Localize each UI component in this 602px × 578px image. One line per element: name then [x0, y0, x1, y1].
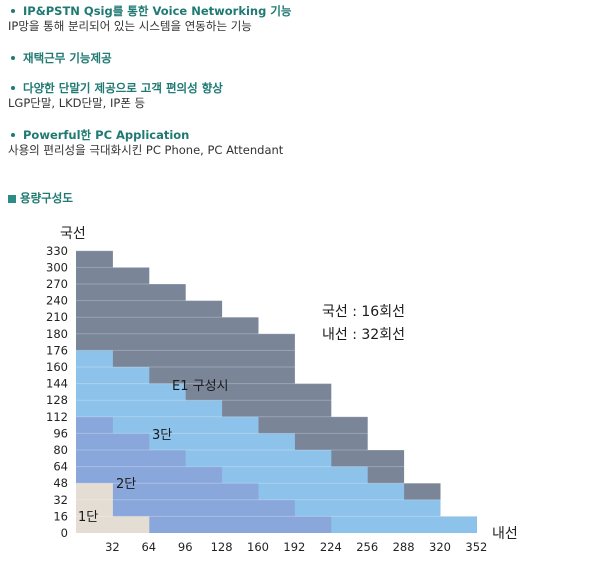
- feature-title: Powerful한 PC Application: [23, 128, 190, 142]
- bullet-icon: [11, 132, 15, 137]
- feature-item-3: 다양한 단말기 제공으로 고객 편의성 향상 LGP단말, LKD단말, IP폰…: [8, 81, 223, 111]
- x-tick-label: 32: [105, 540, 120, 554]
- x-tick-label: 128: [211, 540, 233, 554]
- annotation: 국선 : 16회선: [322, 304, 405, 320]
- y-tick-label: 240: [46, 294, 68, 308]
- bullet-icon: [11, 55, 15, 60]
- y-tick-label: 112: [46, 410, 68, 424]
- feature-item-2: 재택근무 기능제공: [8, 51, 112, 65]
- x-axis-title: 내선: [492, 526, 518, 542]
- y-tick-label: 48: [53, 476, 68, 490]
- y-tick-label: 210: [46, 310, 68, 324]
- x-tick-label: 160: [247, 540, 269, 554]
- x-tick-label: 352: [465, 540, 487, 554]
- series-3-bar: [294, 516, 332, 533]
- series-2-bar: [403, 499, 441, 533]
- series-3-bar: [148, 450, 186, 533]
- series-label: 2단: [116, 477, 136, 492]
- y-axis-title: 국선: [60, 226, 86, 242]
- series-label: 1단: [78, 510, 98, 525]
- square-bullet-icon: [8, 195, 16, 203]
- y-tick-label: 180: [46, 327, 68, 341]
- bullet-icon: [11, 8, 15, 13]
- y-tick-label: 96: [53, 426, 68, 440]
- bullet-icon: [11, 85, 15, 90]
- x-tick-label: 192: [283, 540, 305, 554]
- feature-title: IP&PSTN Qsig를 통한 Voice Networking 기능: [23, 4, 292, 18]
- y-tick-label: 80: [53, 443, 68, 457]
- x-tick-label: 256: [356, 540, 378, 554]
- y-tick-label: 0: [61, 526, 68, 540]
- x-tick-label: 320: [429, 540, 451, 554]
- feature-desc: LGP단말, LKD단말, IP폰 등: [8, 96, 146, 110]
- series-2-bar: [440, 516, 477, 533]
- x-tick-label: 64: [141, 540, 156, 554]
- x-tick-label: 96: [178, 540, 193, 554]
- series-label: E1 구성시: [172, 379, 229, 394]
- y-tick-label: 160: [46, 360, 68, 374]
- series-4-bar: [76, 483, 113, 533]
- y-tick-label: 176: [46, 343, 68, 357]
- feature-desc: IP망을 통해 분리되어 있는 시스템을 연동하는 기능: [8, 19, 252, 33]
- section-title: 용량구성도: [8, 190, 73, 206]
- annotation: 내선 : 32회선: [322, 327, 405, 343]
- series-2-bar: [330, 466, 368, 533]
- y-tick-label: 64: [53, 460, 68, 474]
- feature-item-4: Powerful한 PC Application 사용의 편리성을 극대화시킨 …: [8, 128, 283, 158]
- y-tick-label: 32: [53, 493, 68, 507]
- y-tick-label: 16: [53, 509, 68, 523]
- feature-item-1: IP&PSTN Qsig를 통한 Voice Networking 기능 IP망…: [8, 4, 292, 34]
- feature-title: 재택근무 기능제공: [23, 51, 112, 65]
- series-3-bar: [258, 499, 295, 533]
- y-tick-label: 270: [46, 277, 68, 291]
- series-4-bar: [112, 516, 150, 533]
- y-tick-label: 144: [46, 377, 68, 391]
- x-tick-label: 288: [393, 540, 415, 554]
- y-tick-label: 300: [46, 260, 68, 274]
- capacity-chart: 0 16 32 48 64 80 96 112 128 144 160 176 180 210 240 270…: [46, 226, 518, 554]
- series-3-bar: [221, 483, 259, 533]
- feature-title: 다양한 단말기 제공으로 고객 편의성 향상: [23, 81, 223, 95]
- y-tick-label: 330: [46, 244, 68, 258]
- series-3-bar: [185, 466, 223, 533]
- x-tick-label: 224: [320, 540, 342, 554]
- series-2-bar: [367, 483, 405, 533]
- feature-desc: 사용의 편리성을 극대화시킨 PC Phone, PC Attendant: [8, 143, 284, 157]
- y-tick-label: 128: [46, 393, 68, 407]
- series-label: 3단: [152, 428, 172, 443]
